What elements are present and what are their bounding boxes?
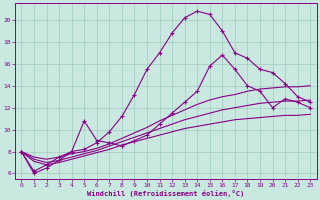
X-axis label: Windchill (Refroidissement éolien,°C): Windchill (Refroidissement éolien,°C) (87, 190, 244, 197)
